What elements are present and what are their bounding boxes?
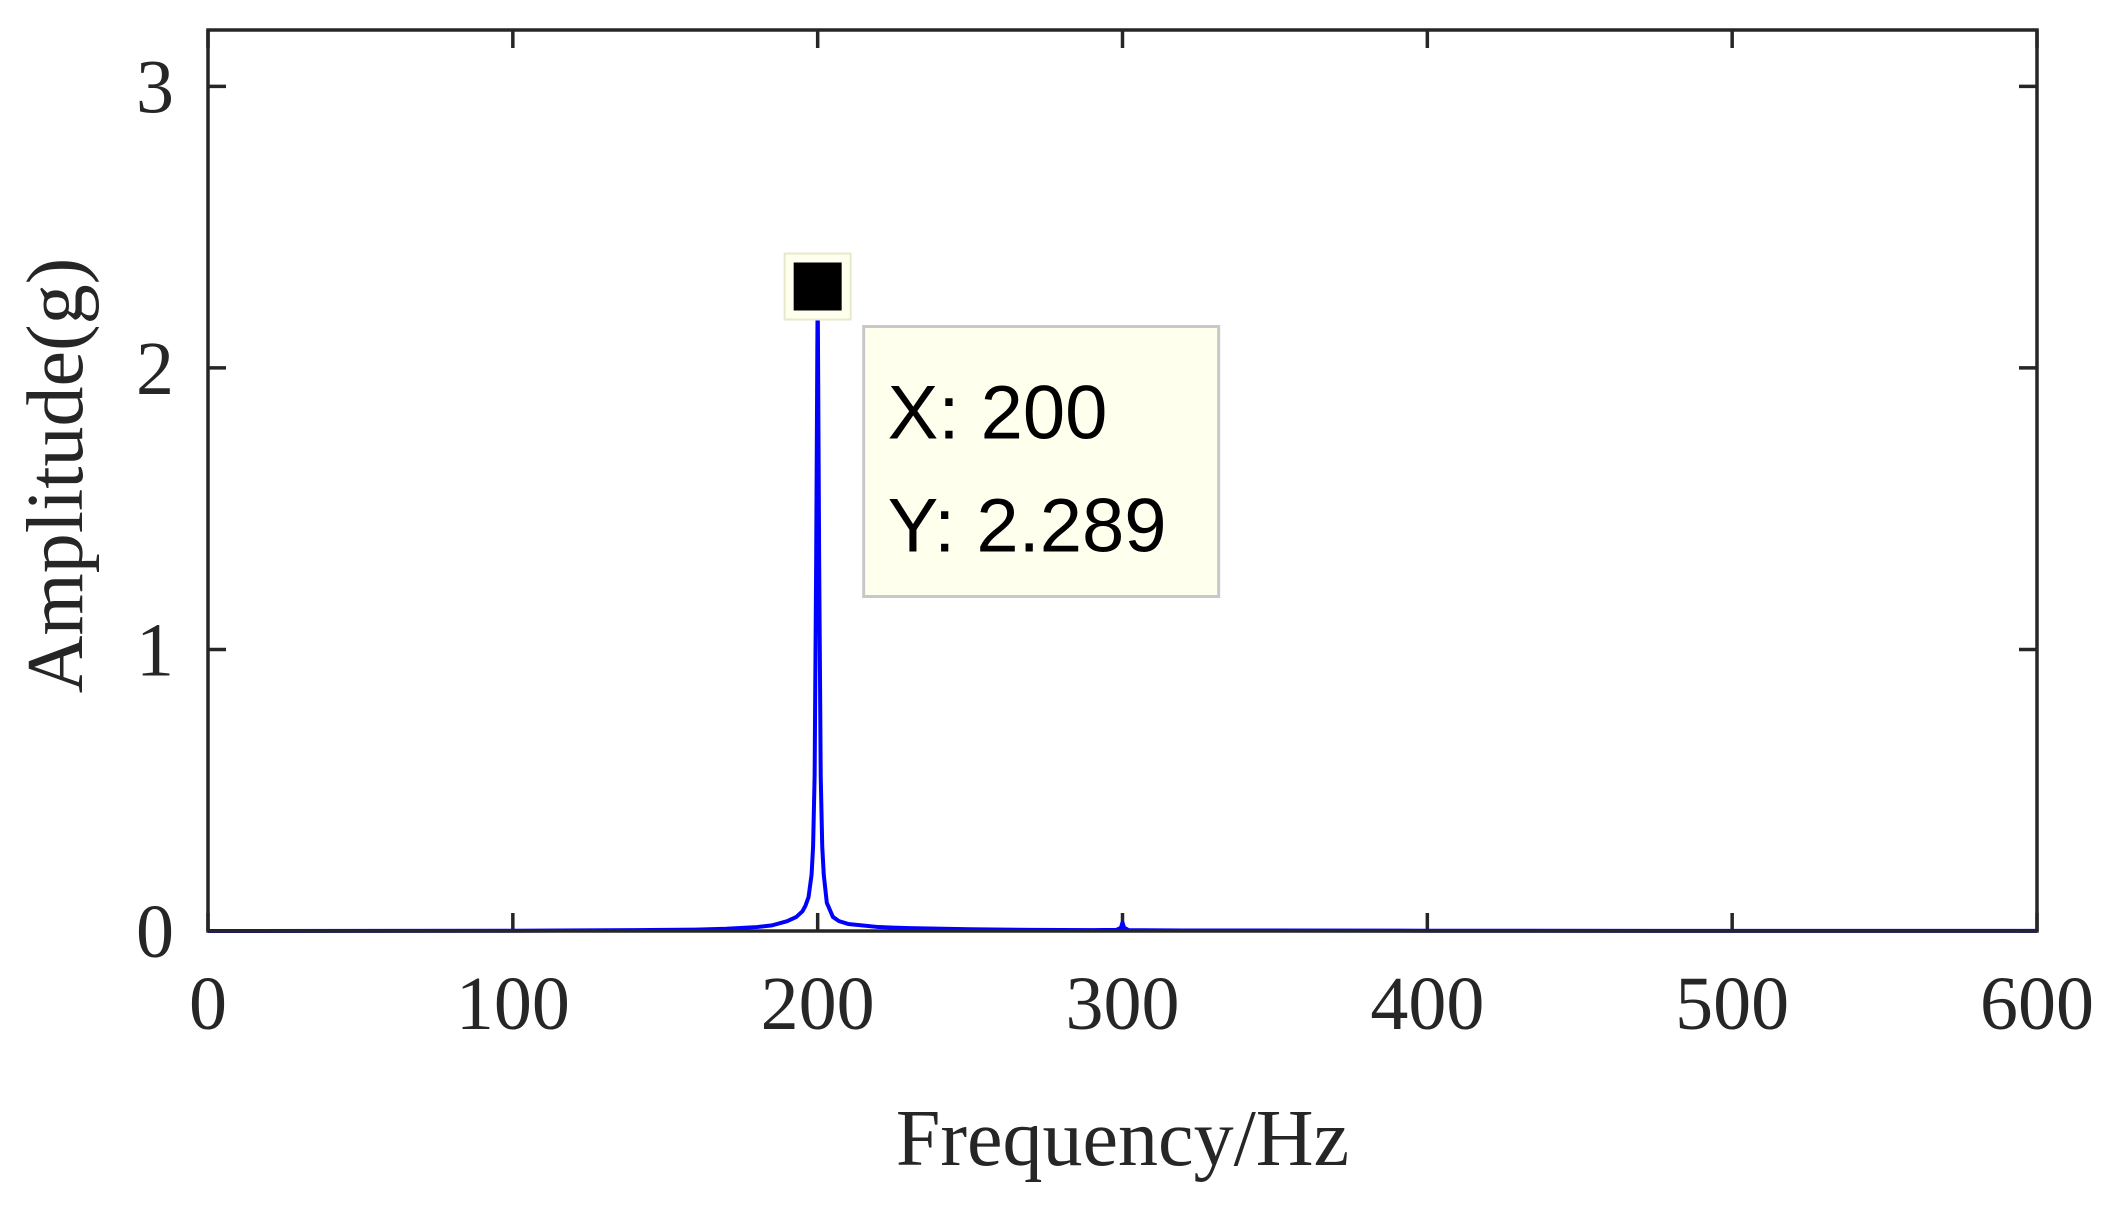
y-tick-label: 2	[136, 327, 174, 411]
x-tick-label: 600	[1980, 962, 2094, 1046]
y-tick-label: 3	[136, 45, 174, 129]
x-tick-label: 200	[761, 962, 875, 1046]
datatip-marker[interactable]	[793, 262, 842, 311]
datatip-box	[862, 325, 1221, 599]
x-tick-label: 0	[189, 962, 227, 1046]
x-tick-label: 400	[1370, 962, 1484, 1046]
x-tick-label: 300	[1066, 962, 1180, 1046]
y-tick-label: 0	[136, 890, 174, 974]
tick-labels: 0 100 200 300 400 500 600 0 1 2 3	[136, 45, 2094, 1046]
datatip[interactable]: X: 200 Y: 2.289	[783, 252, 1221, 599]
y-axis-label: Amplitude(g)	[12, 258, 100, 693]
datatip-x-text: X: 200	[888, 371, 1108, 456]
x-tick-label: 500	[1675, 962, 1789, 1046]
spectrum-line	[207, 284, 2038, 933]
y-tick-label: 1	[136, 608, 174, 692]
plot-area-frame	[206, 28, 2039, 933]
datatip-y-text: Y: 2.289	[888, 484, 1167, 569]
x-tick-label: 100	[456, 962, 570, 1046]
x-axis-label: Frequency/Hz	[896, 1095, 1349, 1183]
series-layer	[207, 284, 2038, 933]
